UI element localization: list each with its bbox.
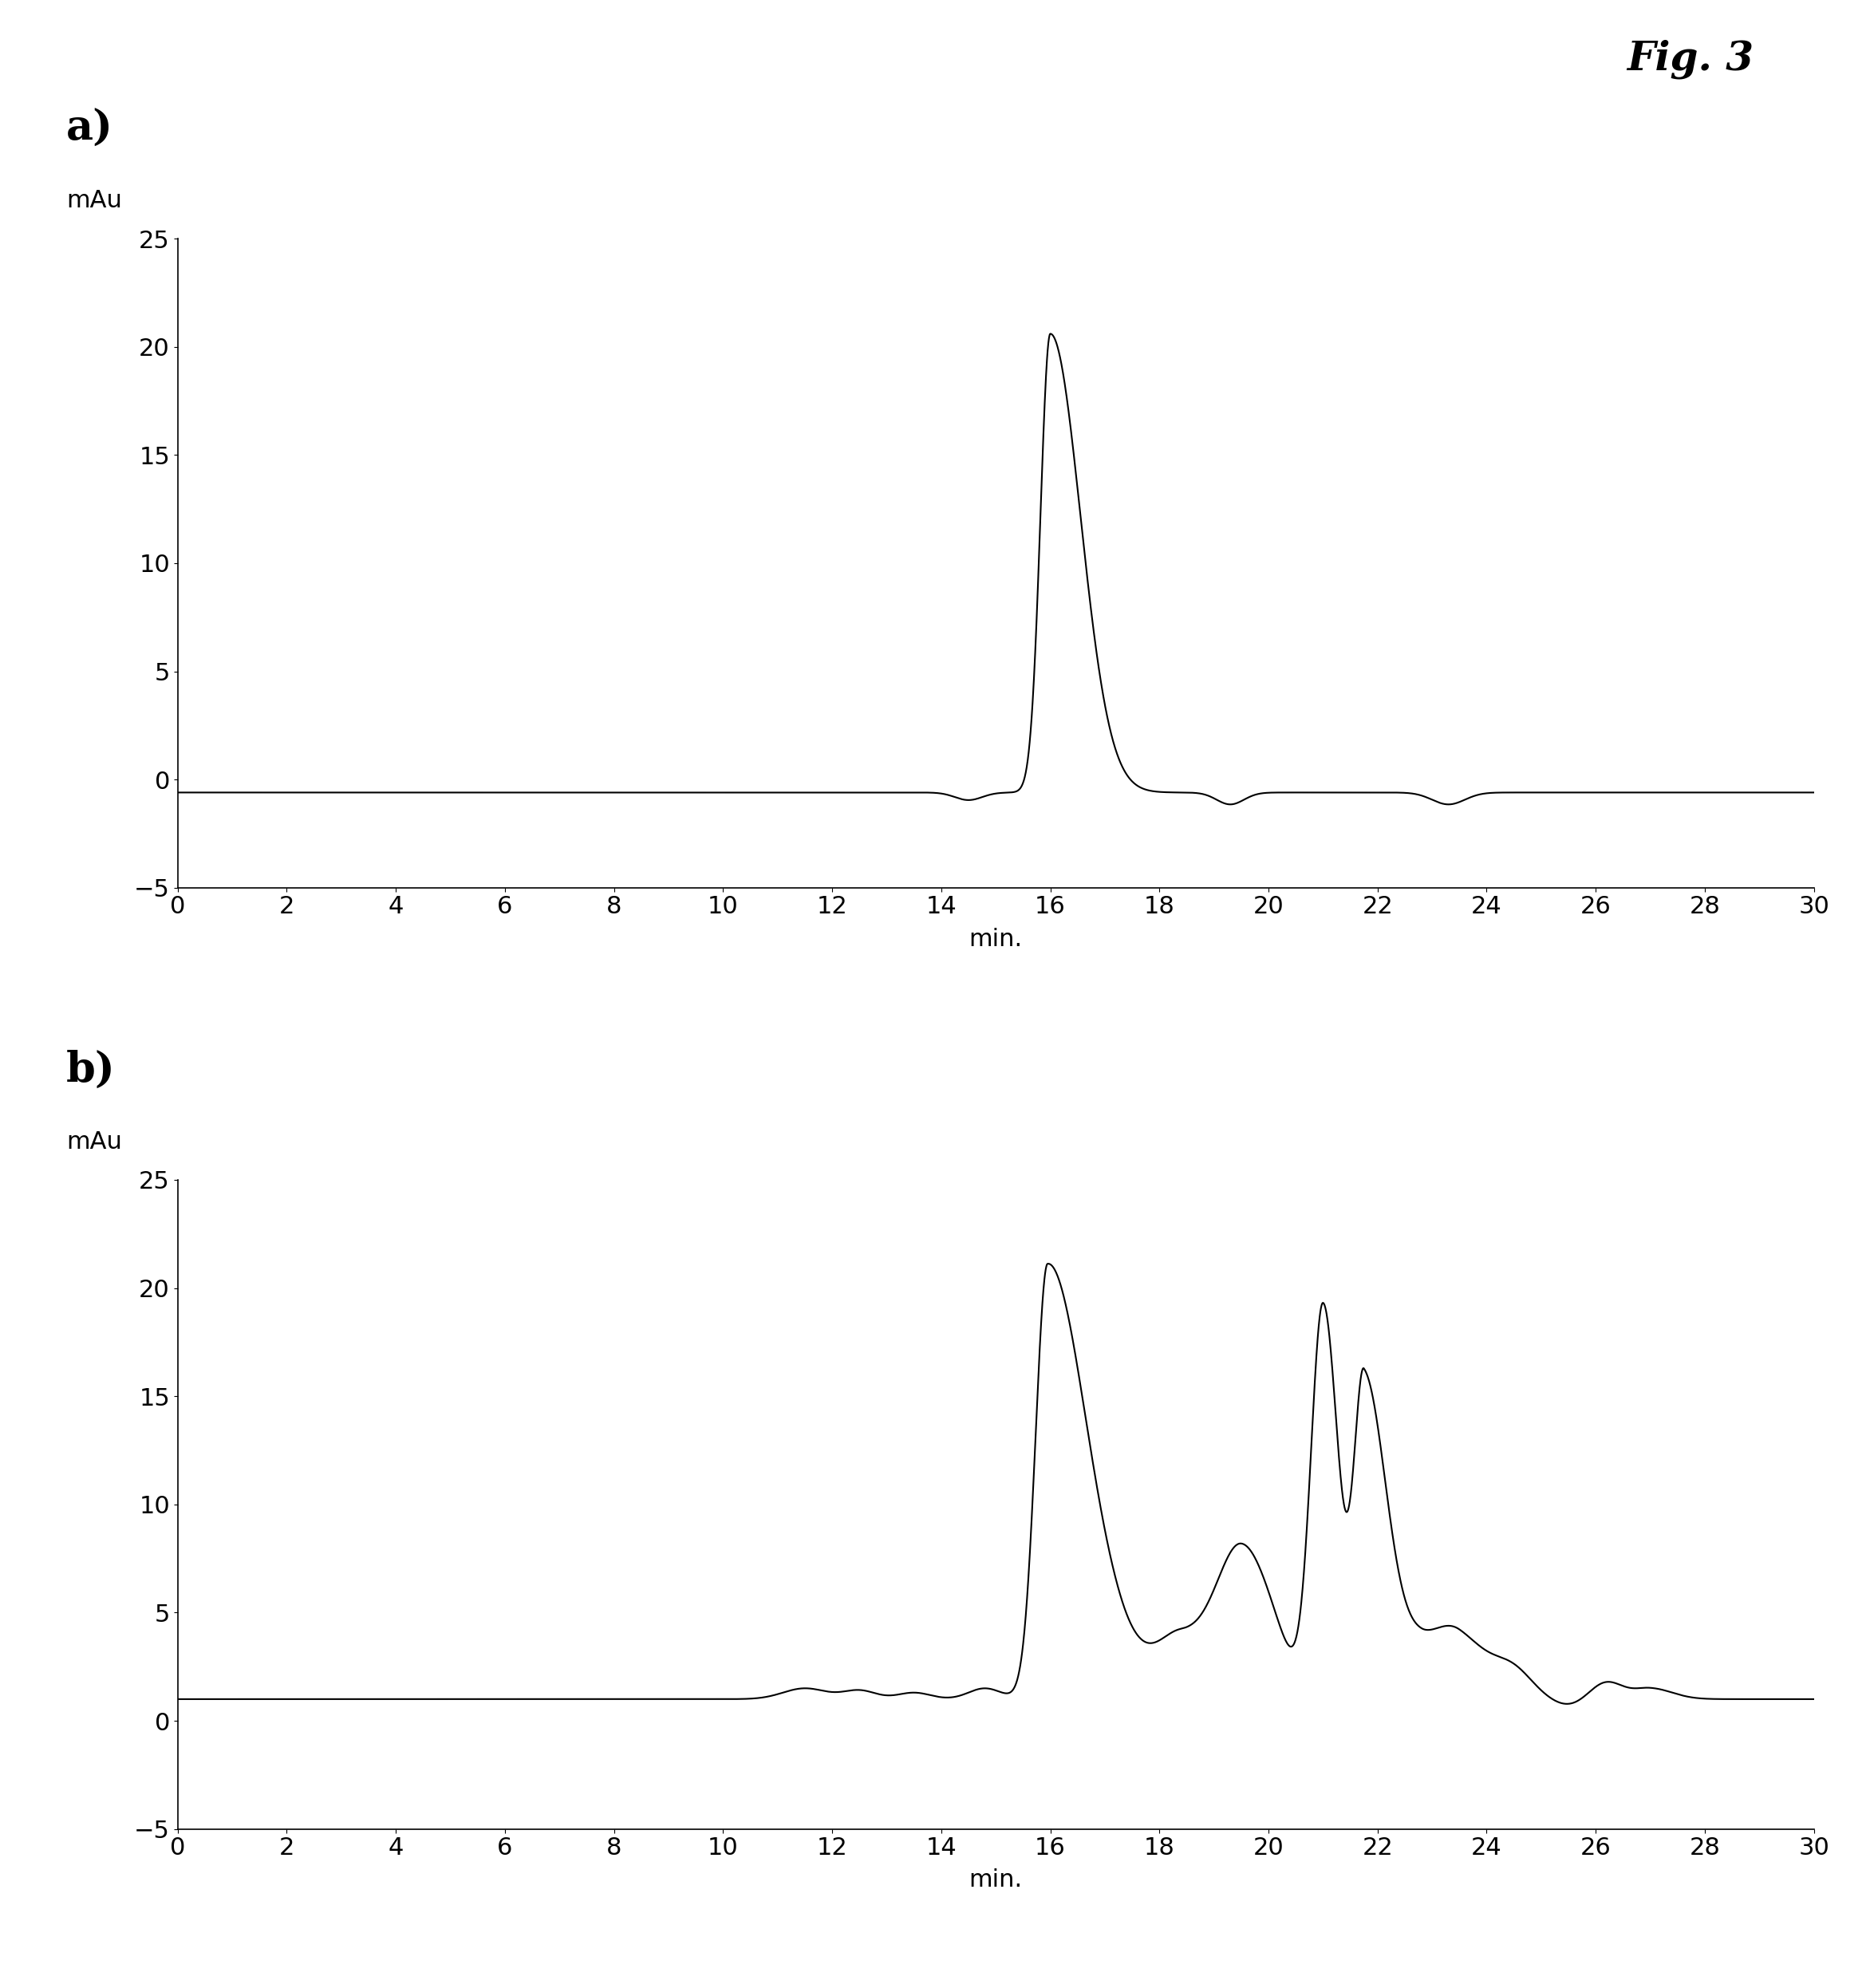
Text: mAu: mAu	[67, 1131, 122, 1153]
Text: mAu: mAu	[67, 189, 122, 213]
Text: a): a)	[67, 109, 114, 149]
Text: b): b)	[67, 1050, 116, 1091]
Text: Fig. 3: Fig. 3	[1627, 40, 1754, 80]
X-axis label: min.: min.	[969, 1869, 1023, 1893]
X-axis label: min.: min.	[969, 928, 1023, 950]
